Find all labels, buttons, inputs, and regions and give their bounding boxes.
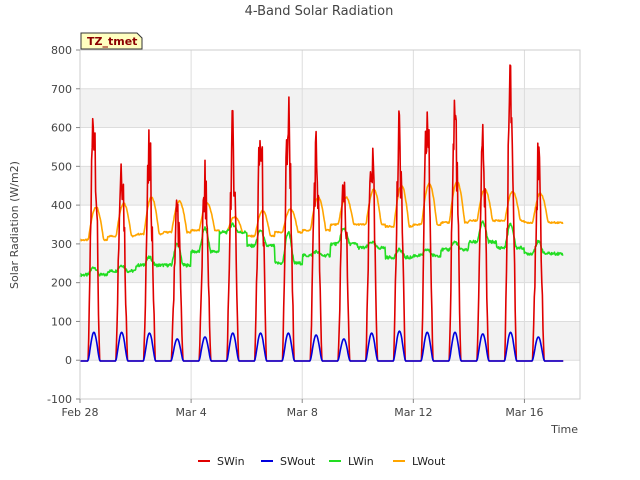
x-axis-label: Time bbox=[550, 423, 578, 436]
series-line-swout bbox=[79, 330, 564, 362]
axes bbox=[79, 49, 581, 400]
y-tick-label: 500 bbox=[51, 160, 72, 173]
tz-annotation-text: TZ_tmet bbox=[87, 35, 137, 48]
grid-band bbox=[80, 88, 580, 128]
y-tick-label: 300 bbox=[51, 238, 72, 251]
x-tick-label: Mar 4 bbox=[175, 406, 206, 419]
plot-frame bbox=[79, 49, 581, 400]
y-tick-label: 200 bbox=[51, 277, 72, 290]
y-tick-label: 600 bbox=[51, 122, 72, 135]
x-tick-label: Mar 12 bbox=[394, 406, 432, 419]
legend-label-swin: SWin bbox=[217, 455, 245, 468]
y-tick-label: 800 bbox=[51, 44, 72, 57]
series-line-lwin bbox=[79, 220, 564, 278]
y-tick-label: 400 bbox=[51, 199, 72, 212]
grid-band bbox=[80, 166, 580, 206]
y-tick-label: -100 bbox=[47, 393, 72, 406]
legend-label-swout: SWout bbox=[280, 455, 316, 468]
series-line-lwout bbox=[79, 180, 564, 242]
y-tick-label: 100 bbox=[51, 315, 72, 328]
plot-background bbox=[80, 50, 580, 399]
tz-annotation: TZ_tmet bbox=[80, 32, 143, 50]
y-tick-label: 0 bbox=[65, 354, 72, 367]
tz-annotation-box bbox=[80, 32, 143, 50]
legend: SWin SWout LWin LWout bbox=[198, 455, 446, 468]
y-tick-labels: -100 0 100 200 300 400 500 600 700 800 bbox=[47, 44, 80, 406]
legend-label-lwin: LWin bbox=[348, 455, 374, 468]
y-axis-label: Solar Radiation (W/m2) bbox=[8, 161, 21, 289]
chart-title: 4-Band Solar Radiation bbox=[245, 4, 394, 19]
x-tick-label: Feb 28 bbox=[62, 406, 99, 419]
x-tick-label: Mar 8 bbox=[287, 406, 318, 419]
y-tick-label: 700 bbox=[51, 83, 72, 96]
series-layer bbox=[79, 64, 564, 362]
x-tick-label: Mar 16 bbox=[505, 406, 543, 419]
x-tick-labels: Feb 28 Mar 4 Mar 8 Mar 12 Mar 16 bbox=[62, 399, 544, 419]
legend-label-lwout: LWout bbox=[412, 455, 446, 468]
grid-band bbox=[80, 321, 580, 361]
